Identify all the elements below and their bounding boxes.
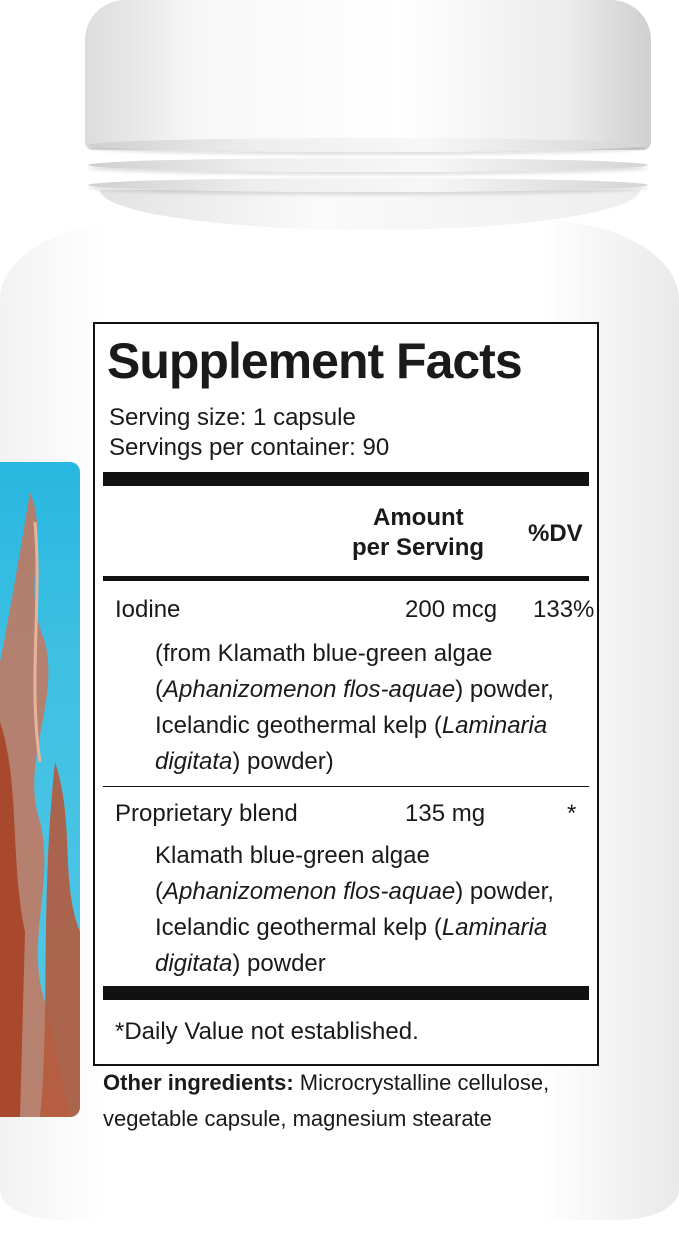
nutrient-amount: 200 mcg xyxy=(405,596,498,623)
divider xyxy=(103,576,589,581)
nutrient-source: Icelandic geothermal kelp (Laminaria xyxy=(155,712,548,739)
amount-header-2: per Serving xyxy=(352,534,485,561)
dv-header: %DV xyxy=(528,520,583,547)
nutrient-source: (from Klamath blue-green algae xyxy=(155,640,493,667)
other-ingredients-line-2: vegetable capsule, magnesium stearate xyxy=(103,1106,492,1131)
nutrient-source: digitata) powder) xyxy=(155,748,334,775)
serving-size: Serving size: 1 capsule xyxy=(109,404,356,431)
thin-divider xyxy=(103,786,589,787)
cap-ridge xyxy=(88,178,648,192)
nutrient-source: digitata) powder xyxy=(155,950,326,977)
nutrient-dv: * xyxy=(567,800,577,827)
nutrient-source: (Aphanizomenon flos-aquae) powder, xyxy=(155,878,554,905)
thick-divider xyxy=(103,986,589,1000)
cap-ridge xyxy=(88,158,648,172)
thick-divider xyxy=(103,472,589,486)
other-ingredients: Other ingredients: Microcrystalline cell… xyxy=(103,1070,550,1095)
nutrient-name: Proprietary blend xyxy=(115,800,298,827)
supplement-facts-panel: Supplement Facts Serving size: 1 capsule… xyxy=(93,322,599,1066)
bottle-cap xyxy=(85,0,651,150)
cap-ridge xyxy=(88,138,648,152)
amount-header: Amount xyxy=(373,504,464,531)
kelp-photo xyxy=(0,462,80,1117)
nutrient-name: Iodine xyxy=(115,596,181,623)
facts-title: Supplement Facts xyxy=(107,333,523,389)
nutrient-source: Icelandic geothermal kelp (Laminaria xyxy=(155,914,548,941)
nutrient-dv: 133% xyxy=(533,596,595,623)
nutrient-source: Klamath blue-green algae xyxy=(155,842,430,869)
nutrient-source: (Aphanizomenon flos-aquae) powder, xyxy=(155,676,554,703)
servings-per-container: Servings per container: 90 xyxy=(109,434,390,461)
footnote: *Daily Value not established. xyxy=(115,1018,419,1045)
nutrient-amount: 135 mg xyxy=(405,800,486,827)
